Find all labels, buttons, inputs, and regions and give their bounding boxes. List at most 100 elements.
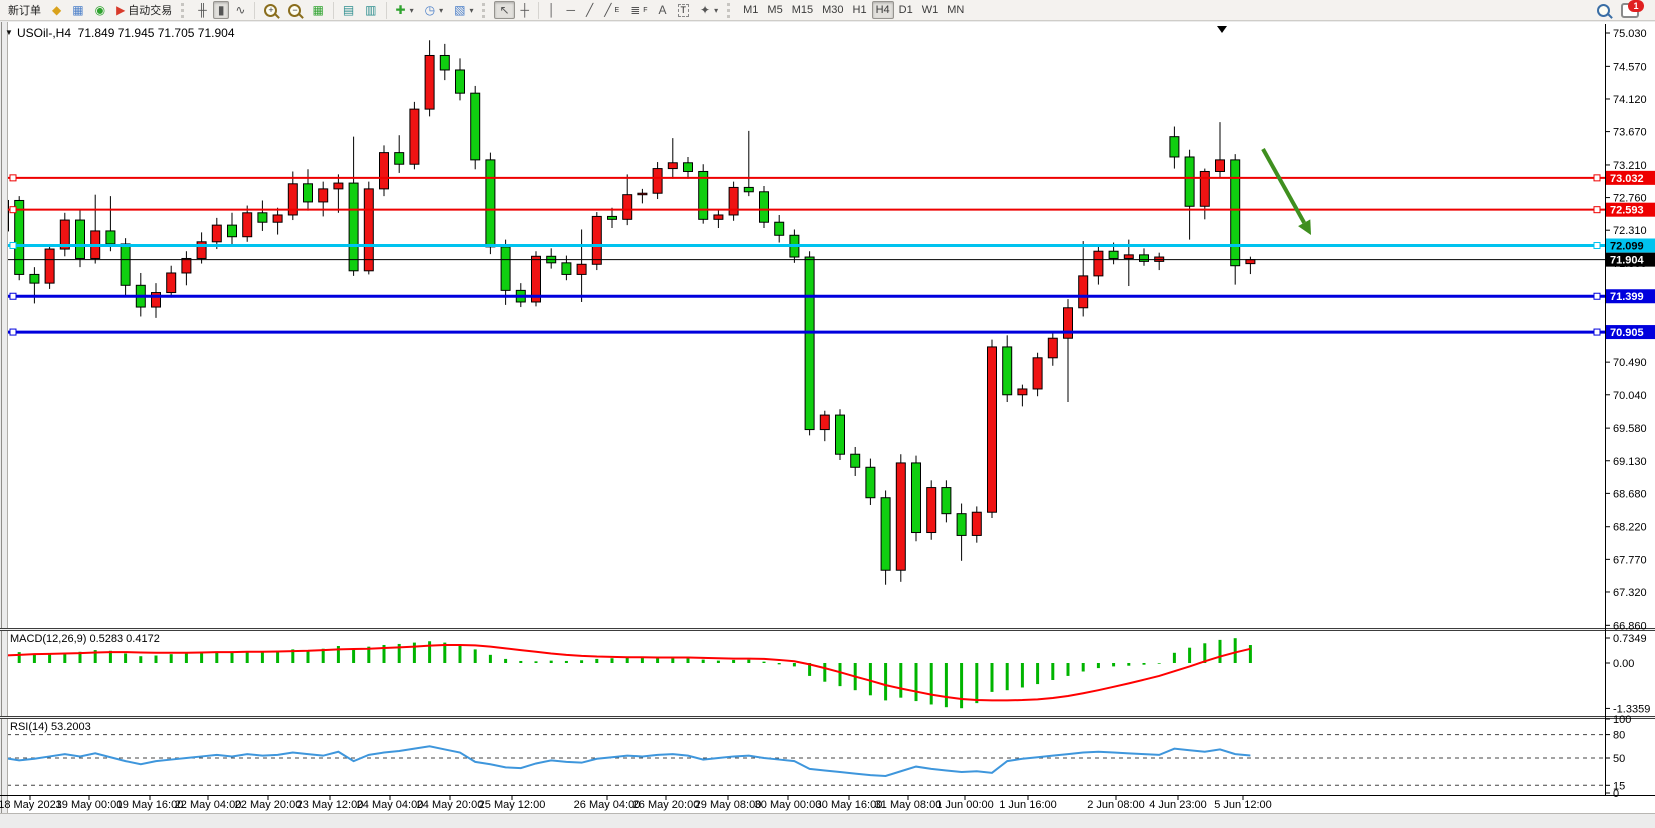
market-watch-button[interactable]: ◆	[47, 1, 66, 19]
horizontal-line-button[interactable]: ─	[562, 1, 581, 19]
signals-icon: ◉	[94, 3, 106, 17]
horizontal-line-object[interactable]	[7, 174, 1605, 182]
chevron-down-icon: ▾	[439, 5, 444, 15]
autotrading-button[interactable]: ▶ 自动交易	[111, 1, 177, 19]
chart-shift-marker[interactable]	[1217, 26, 1227, 33]
market-watch-icon: ◆	[52, 3, 62, 17]
toolbar-separator	[385, 1, 387, 19]
rsi-tick-label: 100	[1613, 714, 1631, 726]
macd-signal-line	[3, 643, 1251, 702]
indicators-add-icon: ✚	[395, 3, 406, 17]
vertical-line-button[interactable]: │	[543, 1, 561, 19]
rsi-tick-label: 80	[1613, 730, 1625, 742]
timeframe-m30-button[interactable]: M30	[818, 1, 847, 19]
price-tick-label: 66.860	[1613, 620, 1647, 632]
text-icon: A	[658, 3, 667, 17]
time-tick-label: 2 Jun 08:00	[1087, 799, 1145, 811]
cursor-button[interactable]: ↖	[494, 1, 515, 19]
vertical-line-icon: │	[548, 3, 556, 17]
crosshair-button[interactable]: ┼	[516, 1, 535, 19]
candlestick-chart-button[interactable]: ▮	[212, 1, 230, 19]
timeframe-w1-button[interactable]: W1	[918, 1, 943, 19]
zoom-out-icon: −	[288, 3, 302, 17]
price-tick-label: 68.220	[1613, 522, 1647, 534]
line-chart-button[interactable]: ∿	[230, 1, 250, 19]
price-tick-label: 67.320	[1613, 587, 1647, 599]
price-line-label: 72.099	[1606, 238, 1655, 253]
macd-panel	[2, 638, 1252, 709]
period-profile-button[interactable]: ▥	[360, 1, 381, 19]
one-click-trading-toggle[interactable]: ▼	[5, 28, 13, 37]
timeframe-m1-button[interactable]: M1	[739, 1, 762, 19]
profile-button[interactable]: ▤	[338, 1, 359, 19]
toolbar-grip	[727, 2, 733, 18]
price-line-label: 71.399	[1606, 289, 1655, 304]
horizontal-line-object[interactable]	[7, 241, 1605, 249]
panel-splitter[interactable]	[0, 716, 1655, 719]
arrows-button[interactable]: ✦ ▾	[695, 1, 723, 19]
trend-arrow-annotation[interactable]	[1261, 148, 1311, 235]
autotrading-label: 自动交易	[128, 5, 173, 17]
text-label-icon: T	[677, 3, 690, 17]
fibonacci-button[interactable]: ≣ F	[625, 1, 652, 19]
price-tick-label: 72.760	[1613, 193, 1647, 205]
macd-scale[interactable]: 0.7349 0.00 -1.3359	[1605, 633, 1650, 715]
panel-splitter[interactable]	[0, 628, 1655, 631]
price-tick-label: 67.770	[1613, 554, 1647, 566]
timeframe-h1-button[interactable]: H1	[849, 1, 871, 19]
horizontal-line-icon: ─	[566, 3, 576, 17]
search-button[interactable]	[1592, 1, 1615, 19]
timeframe-mn-button[interactable]: MN	[943, 1, 968, 19]
price-line-label: 73.032	[1606, 170, 1655, 185]
macd-indicator-label: MACD(12,26,9) 0.5283 0.4172	[10, 633, 160, 645]
templates-button[interactable]: ▧ ▾	[449, 1, 478, 19]
svg-text:72.593: 72.593	[1610, 205, 1644, 217]
new-order-button[interactable]: 新订单	[3, 1, 46, 19]
bar-chart-button[interactable]: ╫	[193, 1, 212, 19]
toolbar-separator	[332, 1, 334, 19]
periods-button[interactable]: ◷ ▾	[420, 1, 449, 19]
price-tick-label: 74.120	[1613, 94, 1647, 106]
notifications-button[interactable]: 1	[1616, 0, 1652, 19]
text-button[interactable]: A	[654, 1, 672, 19]
horizontal-line-object[interactable]	[7, 328, 1605, 336]
price-line-label: 71.904	[1606, 252, 1655, 267]
tile-windows-button[interactable]: ▦	[307, 1, 328, 19]
price-label-box	[1606, 252, 1655, 267]
time-tick-label: 30 May 16:00	[816, 799, 883, 811]
zoom-in-button[interactable]: +	[259, 1, 282, 19]
time-tick-label: 24 May 20:00	[417, 799, 484, 811]
macd-tick-label: -1.3359	[1613, 703, 1650, 715]
line-chart-icon: ∿	[235, 3, 246, 17]
timeframe-m15-button[interactable]: M15	[788, 1, 817, 19]
trendline-button[interactable]: ╱	[581, 1, 598, 19]
timeframe-h4-button[interactable]: H4	[871, 1, 894, 19]
price-line-label: 72.593	[1606, 202, 1655, 217]
horizontal-line-object[interactable]	[7, 292, 1605, 300]
time-tick-label: 31 May 08:00	[875, 799, 942, 811]
rsi-tick-label: 0	[1613, 788, 1619, 800]
rsi-scale[interactable]: 100 80 50 150	[1605, 714, 1631, 800]
equidistant-channel-button[interactable]: ╱ E	[599, 1, 624, 19]
data-window-button[interactable]: ▦	[67, 1, 88, 19]
arrows-tool-icon: ✦	[700, 3, 711, 17]
time-tick-label: 30 May 00:00	[755, 799, 822, 811]
rsi-indicator-label: RSI(14) 53.2003	[10, 721, 91, 733]
toolbar-grip	[482, 2, 488, 18]
text-label-button[interactable]: T	[673, 1, 695, 19]
timeframe-d1-button[interactable]: D1	[895, 1, 917, 19]
time-tick-label: 18 May 2023	[0, 799, 62, 811]
horizontal-line-object[interactable]	[7, 206, 1605, 214]
indicators-button[interactable]: ✚ ▾	[391, 1, 419, 19]
chart-title: USOil-,H4 71.849 71.945 71.705 71.904	[17, 26, 235, 40]
time-tick-label: 26 May 20:00	[633, 799, 700, 811]
templates-icon: ▧	[454, 3, 466, 17]
price-tick-label: 69.130	[1613, 456, 1647, 468]
data-window-icon: ▦	[72, 3, 84, 17]
toolbar-separator	[254, 1, 256, 19]
timeframe-m5-button[interactable]: M5	[763, 1, 786, 19]
zoom-out-button[interactable]: −	[283, 1, 306, 19]
signals-button[interactable]: ◉	[90, 1, 110, 19]
